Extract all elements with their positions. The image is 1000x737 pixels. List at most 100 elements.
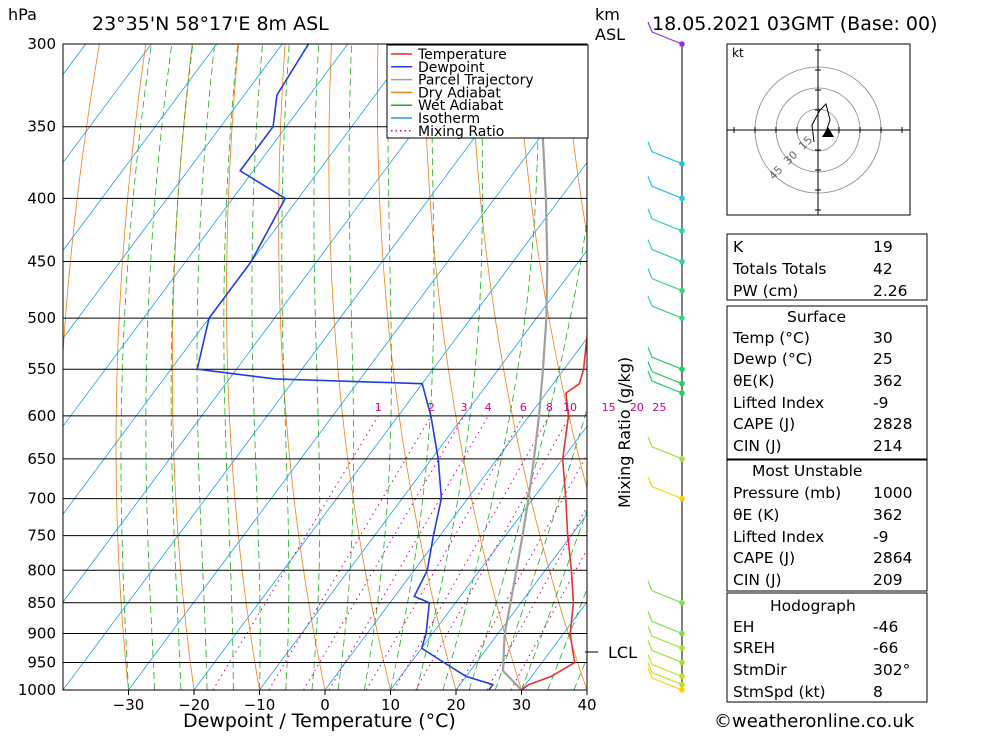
wind-barb-flag xyxy=(648,371,652,381)
wet-adiabat-line xyxy=(197,44,215,690)
isotherm-line xyxy=(0,44,479,690)
wind-barb-staff xyxy=(652,152,682,164)
most-unstable-row-label: CAPE (J) xyxy=(733,549,795,567)
pressure-tick-label: 550 xyxy=(27,360,56,378)
mixing-ratio-line xyxy=(269,416,431,690)
hodograph-unit: kt xyxy=(732,46,744,60)
wind-barb-staff xyxy=(652,381,682,393)
location-title: 23°35'N 58°17'E 8m ASL xyxy=(92,13,329,35)
dry-adiabat-line xyxy=(57,44,99,690)
wind-barb-staff xyxy=(652,306,682,318)
isotherm-line xyxy=(0,44,151,690)
isotherm-line xyxy=(0,44,413,690)
wet-adiabat-line xyxy=(495,44,668,690)
mixing-ratio-label: 25 xyxy=(652,401,666,414)
most-unstable-row-label: Pressure (mb) xyxy=(733,484,841,502)
mixing-ratio-label: 10 xyxy=(563,401,577,414)
hodograph-row-value: -66 xyxy=(873,639,898,657)
wet-adiabat-line xyxy=(312,44,320,690)
pressure-tick-label: 900 xyxy=(27,624,56,642)
wind-barb-dot xyxy=(679,228,685,234)
wind-barb-staff xyxy=(652,279,682,291)
wind-barb-flag xyxy=(648,209,652,219)
hodograph-title: Hodograph xyxy=(770,597,856,615)
wet-adiabat-line xyxy=(224,44,238,690)
mixing-ratio-line xyxy=(457,416,609,690)
wind-barb-flag xyxy=(648,640,652,650)
hodograph-row-label: StmDir xyxy=(733,661,787,679)
surface-row-label: CAPE (J) xyxy=(733,415,795,433)
wind-barb-dot xyxy=(679,161,685,167)
dry-adiabat-line xyxy=(981,44,1000,690)
mixing-ratio-label: 3 xyxy=(461,401,468,414)
wind-barb-flag xyxy=(648,611,652,621)
most-unstable-row-value: 2864 xyxy=(873,549,912,567)
mixing-ratio-label: 1 xyxy=(375,401,382,414)
index-label: PW (cm) xyxy=(733,282,798,300)
most-unstable-row-value: 1000 xyxy=(873,484,912,502)
hodograph-row-value: 302° xyxy=(873,661,910,679)
temperature-tick-label: 30 xyxy=(512,696,531,714)
wind-barb-dot xyxy=(679,687,685,693)
wind-barb-dot xyxy=(679,196,685,202)
surface-row-label: CIN (J) xyxy=(733,437,782,455)
wind-barb-dot xyxy=(679,645,685,651)
most-unstable-row-value: -9 xyxy=(873,528,888,546)
pressure-axis: 3003504004505005506006507007508008509009… xyxy=(18,35,56,699)
dry-adiabat-line xyxy=(116,44,146,690)
wind-barb-staff xyxy=(652,678,682,690)
wind-barb-dot xyxy=(679,674,685,680)
wind-barb-staff xyxy=(652,219,682,231)
plot-frame xyxy=(63,44,587,690)
mixing-ratio-label: 8 xyxy=(546,401,553,414)
wind-barb-dot xyxy=(679,600,685,606)
dry-adiabat-line xyxy=(0,44,7,690)
wind-barb-staff xyxy=(652,186,682,198)
plot-traces xyxy=(197,44,620,690)
surface-row-value: 25 xyxy=(873,350,893,368)
wet-adiabat-line xyxy=(469,44,602,690)
wind-barb-staff xyxy=(652,591,682,603)
mixing-ratio-label: 4 xyxy=(485,401,492,414)
legend-label: Mixing Ratio xyxy=(418,124,504,140)
pressure-tick-label: 950 xyxy=(27,653,56,671)
wind-barb-staff xyxy=(652,357,682,369)
index-value: 19 xyxy=(873,238,893,256)
isotherm-line xyxy=(260,44,741,690)
hodograph-row-label: SREH xyxy=(733,639,775,657)
hodograph-row-value: 8 xyxy=(873,683,883,701)
surface-title: Surface xyxy=(787,308,846,326)
wind-barb-flag xyxy=(648,269,652,279)
most-unstable-row-label: θE (K) xyxy=(733,506,779,524)
wind-barb-staff xyxy=(652,636,682,648)
index-label: Totals Totals xyxy=(732,260,826,278)
temperature-tick-label: 40 xyxy=(577,696,596,714)
surface-row-value: 30 xyxy=(873,329,893,347)
wind-barb-staff xyxy=(652,372,682,384)
wind-barb-staff xyxy=(652,621,682,633)
copyright-link[interactable]: ©weatheronline.co.uk xyxy=(714,711,915,732)
wind-barb-dot xyxy=(679,288,685,294)
index-value: 2.26 xyxy=(873,282,908,300)
temperature-tick-label: −30 xyxy=(113,696,145,714)
wind-barb-flag xyxy=(648,581,652,591)
wind-barb-dot xyxy=(679,660,685,666)
wind-barb-staff xyxy=(652,487,682,499)
pressure-tick-label: 600 xyxy=(27,407,56,425)
mixing-ratio-label: 15 xyxy=(602,401,616,414)
mixing-ratio-label: 2 xyxy=(428,401,435,414)
wind-barbs xyxy=(648,22,685,693)
pressure-tick-label: 300 xyxy=(27,35,56,53)
wind-barb-dot xyxy=(679,631,685,637)
pressure-tick-label: 450 xyxy=(27,253,56,271)
wind-barb-dot xyxy=(679,366,685,372)
index-label: K xyxy=(733,238,744,256)
wind-barb-dot xyxy=(679,315,685,321)
surface-row-value: 214 xyxy=(873,437,903,455)
hodograph-row-label: EH xyxy=(733,618,754,636)
lcl-label: LCL xyxy=(608,643,637,662)
wind-barb-flag xyxy=(648,176,652,186)
stability-table: K 19 Totals Totals 42 PW (cm) 2.26 Surfa… xyxy=(727,234,927,702)
